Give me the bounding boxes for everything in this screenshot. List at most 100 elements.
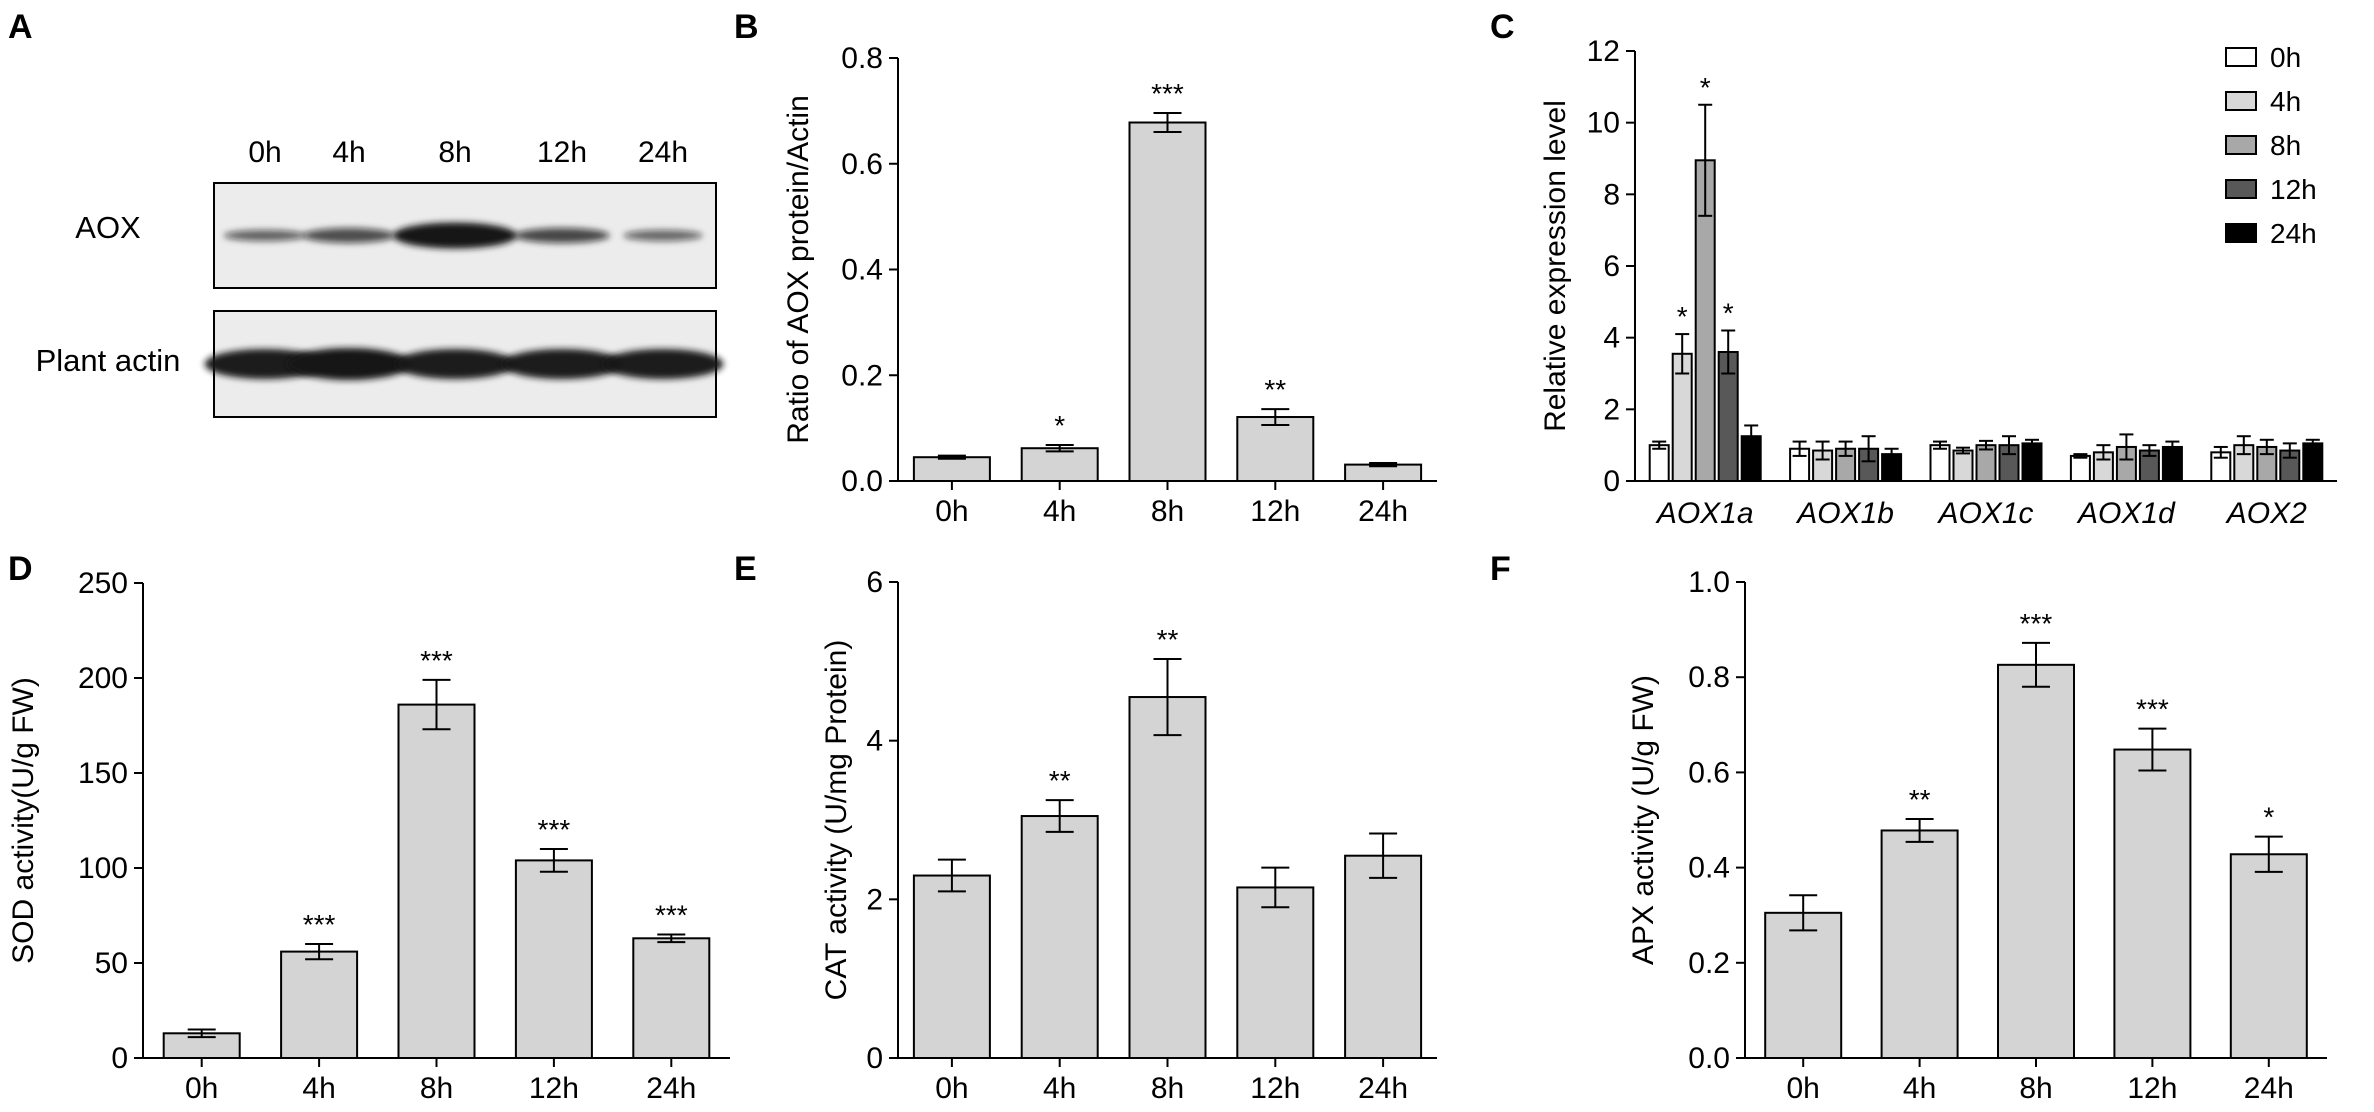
x-tick-label: 24h [1358, 495, 1408, 528]
y-tick-label: 2 [1603, 393, 1620, 426]
blot-rows: AOX Plant actin [36, 182, 724, 418]
y-tick-label: 2 [866, 883, 883, 916]
y-axis-title: SOD activity(U/g FW) [7, 677, 40, 964]
bar [912, 874, 991, 1059]
y-tick-label: 0.0 [1688, 1042, 1730, 1075]
x-tick-label: 24h [646, 1072, 696, 1105]
bar [1020, 815, 1099, 1059]
x-tick-label: AOX1a [1655, 497, 1754, 530]
blot-row-label: Plant actin [36, 343, 181, 378]
x-tick-label: 12h [2127, 1072, 2177, 1105]
significance-mark: *** [1151, 78, 1184, 109]
significance-mark: * [2263, 802, 2274, 833]
y-tick-label: 0.2 [841, 359, 883, 392]
x-tick-label: AOX1d [2076, 497, 2176, 530]
x-tick-label: 0h [185, 1072, 218, 1105]
panel-a-western-blot: A 0h 4h 8h 12h 24h AOX Plant actin [8, 8, 724, 418]
x-tick-label: 8h [1151, 495, 1184, 528]
bar [632, 937, 711, 1059]
bar [2113, 748, 2192, 1059]
x-tick-label: 24h [2244, 1072, 2294, 1105]
panel-letter-a: A [8, 8, 33, 46]
legend-swatch [2225, 135, 2257, 155]
legend-label: 0h [2270, 42, 2301, 73]
blot-band [393, 222, 517, 249]
bar [1128, 696, 1207, 1059]
y-tick-label: 50 [95, 947, 128, 980]
y-tick-label: 0.4 [1688, 852, 1730, 885]
significance-mark: ** [1909, 784, 1931, 815]
y-tick-label: 0.6 [1688, 756, 1730, 789]
y-tick-label: 0 [1603, 465, 1620, 498]
panel-d-sod-chart: D 0 50 100 150 200 250 SOD activity(U/g FW) 0h **… [7, 550, 730, 1105]
bar [2229, 853, 2308, 1059]
blot-band [514, 228, 610, 243]
legend-label: 8h [2270, 130, 2301, 161]
y-tick-label: 0.8 [1688, 661, 1730, 694]
legend-swatch [2225, 91, 2257, 111]
significance-mark: ** [1264, 374, 1286, 405]
panel-c-expression-chart: C 0 2 4 6 8 10 12 Relative expression level * * * AO… [1490, 8, 2337, 530]
x-tick-label: 24h [1358, 1072, 1408, 1105]
significance-mark: * [1054, 410, 1065, 441]
panel-letter: D [8, 550, 33, 588]
y-tick-label: 0.8 [841, 42, 883, 75]
blot-lane-label: 12h [537, 136, 587, 169]
panel-letter: C [1490, 8, 1515, 46]
bar [1764, 911, 1843, 1059]
x-tick-label: 4h [302, 1072, 335, 1105]
panel-letter: E [734, 550, 757, 588]
bar [1975, 444, 1997, 482]
x-tick-label: AOX2 [2225, 497, 2307, 530]
blot-row: Plant actin [36, 310, 724, 418]
bar [1929, 444, 1951, 482]
y-tick-label: 200 [78, 662, 128, 695]
legend-label: 24h [2270, 218, 2317, 249]
y-tick-label: 0.4 [841, 254, 883, 287]
x-tick-label: AOX1c [1936, 497, 2033, 530]
y-axis-title: CAT activity (U/mg Protein) [820, 640, 853, 1001]
bar [1952, 449, 1974, 482]
x-tick-label: 0h [935, 495, 968, 528]
bar [2021, 442, 2043, 482]
x-tick-label: 4h [1043, 1072, 1076, 1105]
bar [1648, 444, 1670, 482]
significance-mark: ** [1049, 765, 1071, 796]
bar [2302, 442, 2324, 482]
legend-swatch [2225, 47, 2257, 67]
y-tick-label: 100 [78, 852, 128, 885]
x-tick-label: 8h [2019, 1072, 2052, 1105]
x-tick-label: 12h [1250, 1072, 1300, 1105]
blot-band [501, 349, 623, 379]
bar [1997, 663, 2075, 1059]
legend-label: 12h [2270, 174, 2317, 205]
y-tick-label: 0.0 [841, 465, 883, 498]
y-axis-title: Relative expression level [1539, 100, 1572, 432]
legend-swatch [2225, 223, 2257, 243]
panel-letter: F [1490, 550, 1511, 588]
y-tick-label: 0.6 [841, 148, 883, 181]
y-axis-title: Ratio of AOX protein/Actin [782, 95, 815, 444]
blot-lane-labels: 0h 4h 8h 12h 24h [248, 136, 688, 169]
blot-band [602, 349, 724, 379]
y-tick-label: 6 [866, 566, 883, 599]
panel-e-cat-chart: E 0 2 4 6 CAT activity (U/mg Protein) 0h ** 4h **… [734, 550, 1437, 1105]
significance-mark: * [1677, 301, 1688, 332]
y-tick-label: 8 [1603, 178, 1620, 211]
bar [280, 950, 359, 1059]
y-tick-label: 250 [78, 567, 128, 600]
significance-mark: * [1700, 72, 1711, 103]
y-tick-label: 150 [78, 757, 128, 790]
blot-band [223, 230, 307, 241]
significance-mark: *** [538, 814, 571, 845]
significance-mark: *** [655, 900, 688, 931]
blot-band [394, 349, 516, 379]
x-tick-label: AOX1b [1795, 497, 1894, 530]
x-tick-label: 4h [1903, 1072, 1936, 1105]
bar [912, 456, 991, 482]
y-tick-label: 0 [111, 1042, 128, 1075]
bar [1880, 829, 1959, 1059]
bar [1344, 854, 1423, 1060]
legend-label: 4h [2270, 86, 2301, 117]
